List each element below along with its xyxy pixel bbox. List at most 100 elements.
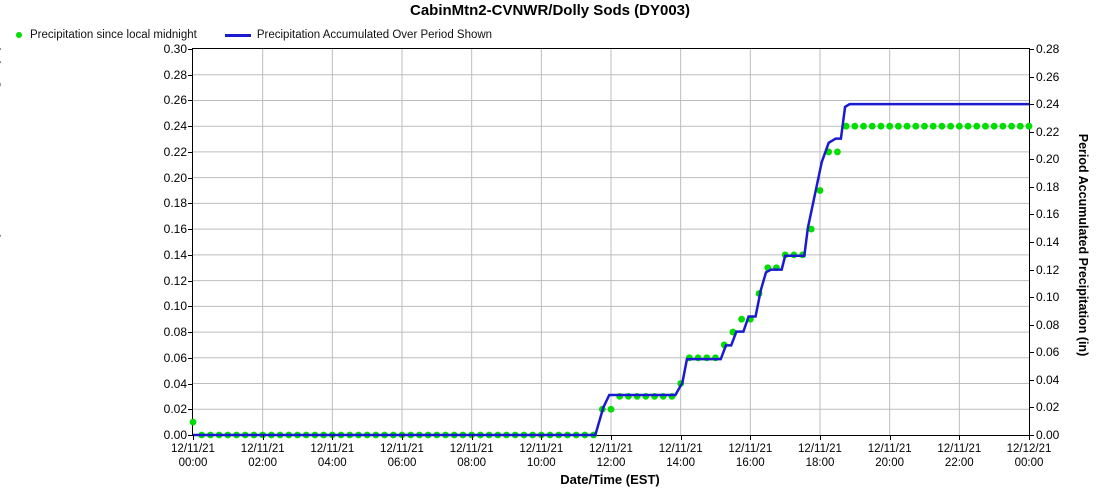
x-tick-time: 14:00 bbox=[666, 457, 696, 469]
x-axis-title: Date/Time (EST) bbox=[560, 472, 660, 487]
y-axis-left-tick-label: 0.04 bbox=[163, 376, 187, 391]
precip-since-midnight-point bbox=[990, 122, 998, 130]
x-tick-time: 00:00 bbox=[178, 457, 208, 469]
precip-since-midnight-point bbox=[964, 122, 972, 130]
y-axis-right-tick-label: 0.14 bbox=[1036, 235, 1060, 249]
y-axis-left-tick-mark bbox=[188, 177, 193, 179]
y-axis-left-tick-mark bbox=[188, 126, 193, 128]
y-axis-left-tick-mark bbox=[188, 100, 193, 102]
chart-data-layer bbox=[189, 102, 1033, 439]
y-axis-right-title: Period Accumulated Precipitation (in) bbox=[1076, 133, 1090, 357]
y-axis-left-tick-mark bbox=[188, 280, 193, 282]
accumulated-precip-line bbox=[193, 102, 1029, 437]
precip-since-midnight-point bbox=[894, 122, 902, 130]
precip-since-midnight-point bbox=[842, 122, 850, 130]
legend-item-precip-since-midnight[interactable]: Precipitation since local midnight bbox=[8, 29, 197, 41]
y-axis-right-tick-label: 0.08 bbox=[1036, 317, 1060, 332]
x-tick-time: 02:00 bbox=[248, 457, 278, 469]
y-axis-right-tick-mark bbox=[1029, 352, 1034, 354]
y-axis-left-tick-label: 0.16 bbox=[163, 222, 187, 237]
y-axis-right-tick-mark bbox=[1029, 324, 1034, 326]
precip-since-midnight-point bbox=[955, 122, 963, 130]
x-axis-tick-label: 12/11/21 12:00 bbox=[589, 442, 633, 470]
y-axis-right-tick-mark bbox=[1029, 159, 1034, 161]
dot-marker-icon bbox=[16, 32, 22, 38]
x-tick-date: 12/11/21 bbox=[867, 443, 912, 455]
x-tick-date: 12/11/21 bbox=[380, 443, 424, 455]
x-tick-time: 18:00 bbox=[805, 457, 835, 469]
precip-since-midnight-point bbox=[1025, 122, 1033, 130]
chart-legend: Precipitation since local midnight Preci… bbox=[8, 27, 514, 43]
y-axis-left-tick-label: 0.20 bbox=[163, 170, 187, 185]
precip-since-midnight-point bbox=[912, 122, 920, 130]
x-tick-time: 10:00 bbox=[526, 457, 556, 469]
x-axis-tick-mark bbox=[611, 435, 612, 440]
x-tick-date: 12/11/21 bbox=[658, 443, 703, 455]
plot-area: 0.00 0.02 0.04 0.06 0.08 0.10 0.12 0.14 0.16 0.18… bbox=[164, 42, 1060, 469]
y-axis-left-tick-label: 0.12 bbox=[163, 273, 187, 288]
y-axis-right-tick-mark bbox=[1029, 242, 1034, 243]
y-axis-right-tick-mark bbox=[1029, 186, 1034, 188]
x-tick-date: 12/12/21 bbox=[1006, 443, 1052, 455]
line-marker-icon bbox=[224, 33, 251, 37]
x-axis-tick-mark bbox=[680, 435, 682, 440]
x-tick-date: 12/11/21 bbox=[171, 443, 215, 455]
y-axis-right-tick-mark bbox=[1029, 214, 1034, 216]
precip-since-midnight-point bbox=[1008, 122, 1015, 130]
legend-item-precip-accumulated[interactable]: Precipitation Accumulated Over Period Sh… bbox=[219, 29, 492, 41]
y-axis-right-tick-mark bbox=[1029, 297, 1034, 299]
y-axis-right-tick-label: 0.22 bbox=[1036, 124, 1060, 139]
x-tick-time: 00:00 bbox=[1014, 457, 1044, 469]
y-axis-left-tick-label: 0.30 bbox=[163, 42, 187, 56]
x-tick-time: 20:00 bbox=[875, 457, 905, 469]
y-axis-right-tick-label: 0.00 bbox=[1036, 428, 1060, 442]
y-axis-right-tick-label: 0.16 bbox=[1036, 207, 1060, 222]
y-axis-right-tick-label: 0.02 bbox=[1036, 400, 1060, 415]
precip-since-midnight-point bbox=[1016, 122, 1024, 130]
y-axis-left-tick-label: 0.26 bbox=[163, 93, 187, 108]
y-axis-left-tick-label: 0.02 bbox=[163, 402, 187, 417]
y-axis-right-tick-label: 0.24 bbox=[1036, 97, 1060, 112]
x-axis-tick-mark bbox=[959, 435, 961, 440]
x-axis-tick-mark bbox=[820, 435, 821, 440]
y-axis-left-tick-mark bbox=[188, 151, 193, 153]
x-axis-tick-label: 12/11/21 14:00 bbox=[659, 442, 703, 470]
y-axis-left-tick-label: 0.14 bbox=[163, 247, 187, 262]
precip-since-midnight-point bbox=[973, 122, 981, 130]
x-tick-time: 06:00 bbox=[387, 457, 417, 469]
y-axis-left-title: Precipitation since local midnight (in) bbox=[0, 7, 1, 307]
precip-since-midnight-point bbox=[738, 315, 746, 323]
y-axis-left-tick-mark bbox=[188, 357, 193, 359]
y-axis-left-tick-mark bbox=[188, 306, 193, 308]
x-axis-tick-mark bbox=[1029, 435, 1030, 440]
y-axis-left-tick-mark bbox=[188, 409, 193, 411]
x-tick-time: 22:00 bbox=[944, 457, 974, 469]
y-axis-right-tick-mark bbox=[1029, 104, 1034, 106]
precip-since-midnight-point bbox=[886, 122, 894, 130]
y-axis-right-tick-label: 0.26 bbox=[1036, 69, 1060, 84]
x-tick-date: 12/11/21 bbox=[519, 443, 564, 455]
x-axis-tick-mark bbox=[332, 435, 334, 440]
legend-label: Precipitation since local midnight bbox=[30, 29, 197, 41]
y-axis-right-tick-mark bbox=[1029, 269, 1034, 271]
y-axis-left-tick-mark bbox=[188, 74, 193, 76]
precip-since-midnight-point bbox=[903, 122, 911, 130]
precip-since-midnight-point bbox=[834, 148, 841, 156]
y-axis-left-tick-mark bbox=[188, 254, 193, 256]
y-axis-left-tick-label: 0.10 bbox=[163, 299, 187, 314]
y-axis-left-tick-label: 0.06 bbox=[163, 350, 187, 365]
precip-since-midnight-point bbox=[189, 418, 197, 426]
x-axis-tick-mark bbox=[193, 435, 194, 440]
y-axis-right-tick-label: 0.28 bbox=[1036, 42, 1060, 56]
precip-since-midnight-point bbox=[860, 122, 867, 130]
y-axis-left-tick-mark bbox=[188, 229, 193, 231]
x-axis-tick-mark bbox=[541, 435, 543, 440]
y-axis-left-tick-label: 0.08 bbox=[163, 325, 187, 340]
y-axis-left-tick-label: 0.18 bbox=[163, 196, 187, 211]
precip-since-midnight-point bbox=[982, 122, 989, 130]
precip-since-midnight-point bbox=[877, 122, 885, 130]
precip-since-midnight-point bbox=[851, 122, 859, 130]
x-axis-tick-label: 12/11/21 04:00 bbox=[310, 442, 354, 470]
x-tick-date: 12/11/21 bbox=[240, 443, 285, 455]
